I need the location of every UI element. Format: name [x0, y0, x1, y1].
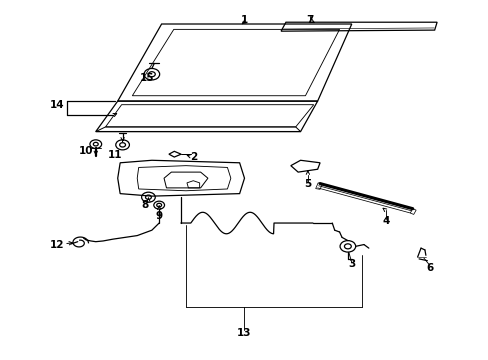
- Text: 12: 12: [49, 239, 64, 249]
- Text: 14: 14: [49, 100, 64, 110]
- Text: 11: 11: [108, 150, 122, 160]
- Text: 13: 13: [237, 328, 251, 338]
- Text: 1: 1: [241, 15, 247, 26]
- Text: 3: 3: [347, 259, 355, 269]
- Text: 15: 15: [140, 73, 154, 83]
- Text: 5: 5: [304, 179, 311, 189]
- Text: 9: 9: [155, 211, 163, 221]
- Text: 6: 6: [426, 263, 432, 273]
- Text: 10: 10: [79, 146, 93, 156]
- Text: 2: 2: [189, 152, 197, 162]
- Text: 4: 4: [382, 216, 389, 226]
- Text: 7: 7: [306, 15, 313, 26]
- Text: 8: 8: [141, 200, 148, 210]
